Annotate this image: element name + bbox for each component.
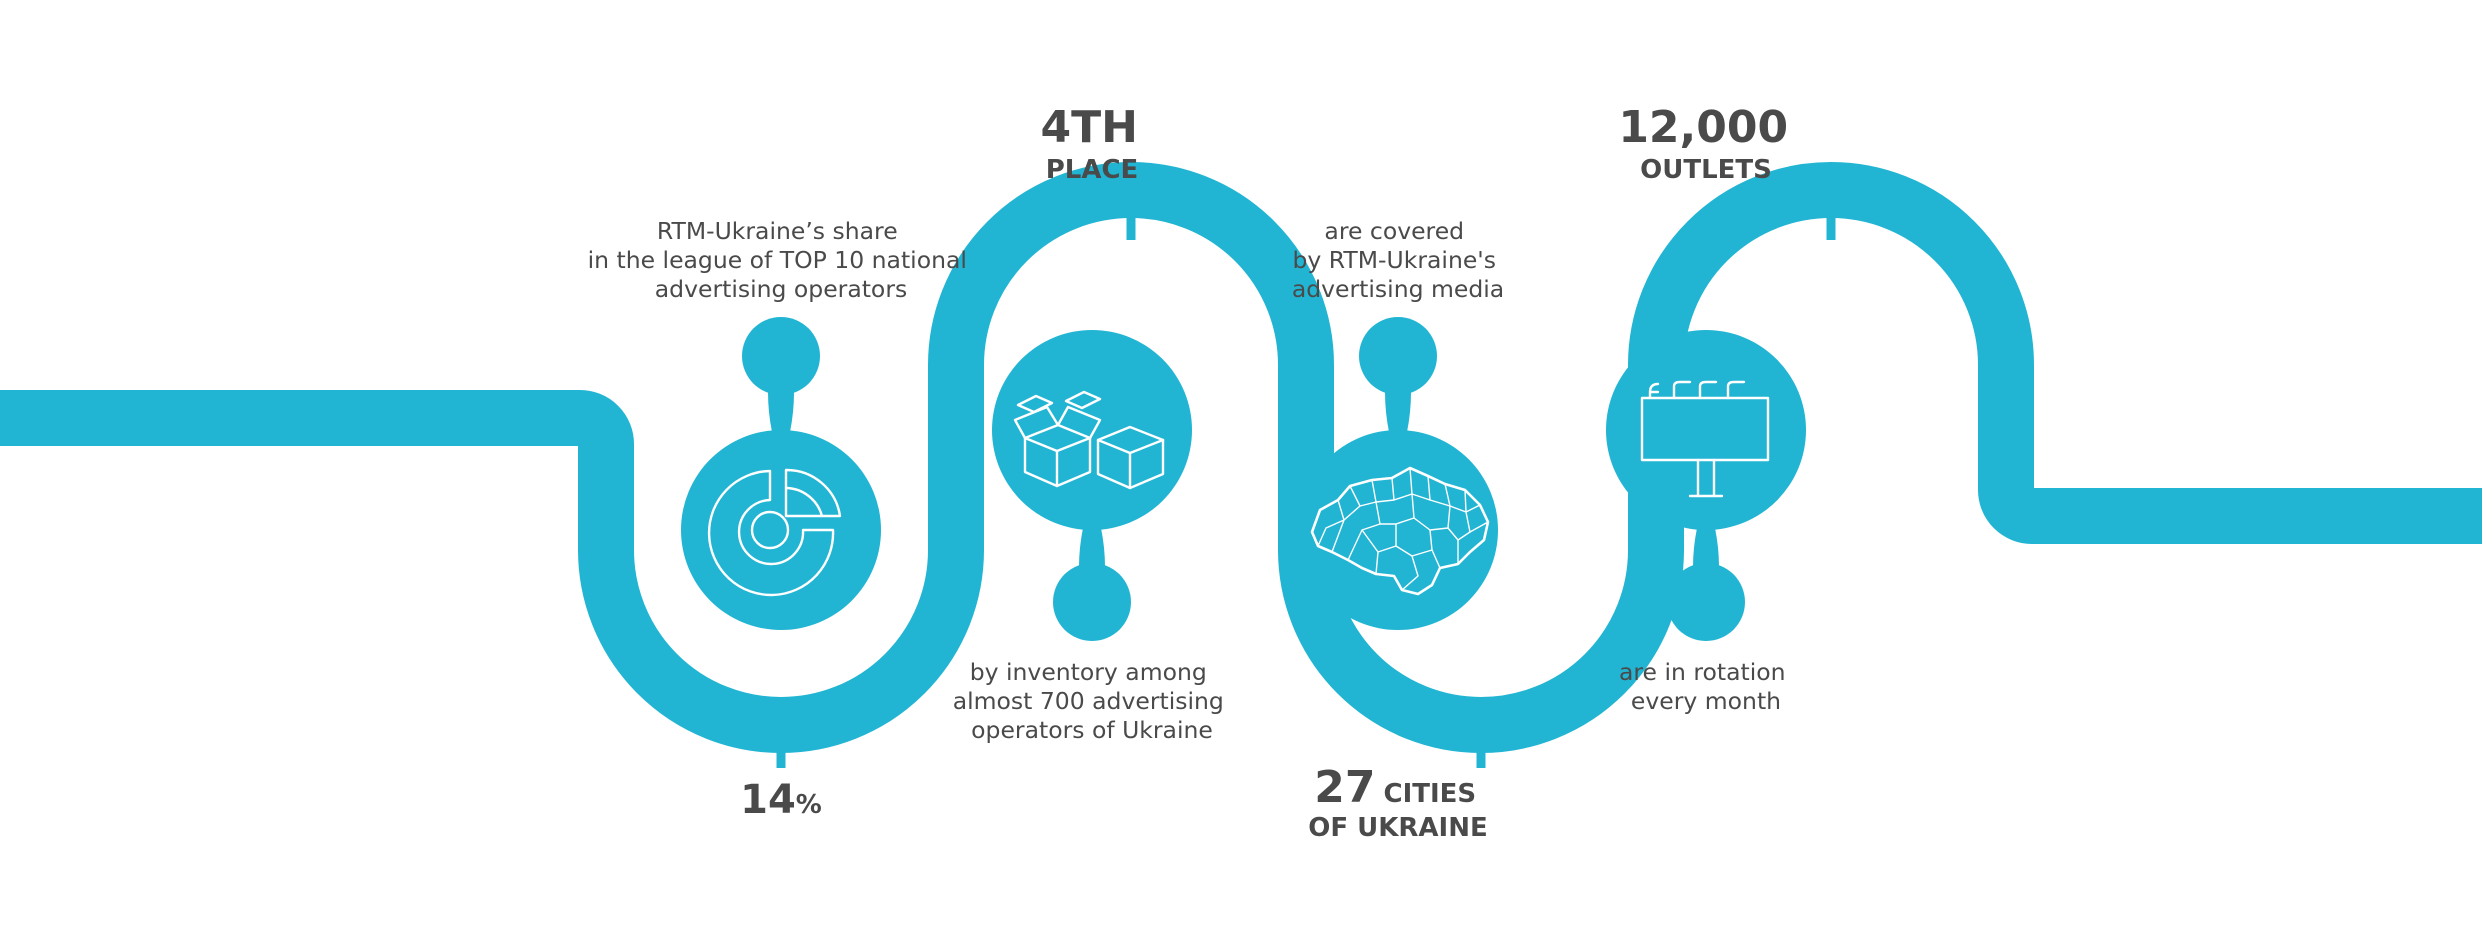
pin-stem-2 (1079, 528, 1105, 567)
boxes-icon (1013, 390, 1165, 490)
pin-stem-3 (1385, 392, 1411, 432)
pin-dot-2 (1053, 563, 1131, 641)
icon-circle-2 (992, 330, 1192, 530)
description-1: RTM-Ukraine’s share in the league of TOP… (588, 217, 975, 303)
pin-dot-1 (742, 317, 820, 395)
pin-stem-4 (1693, 528, 1719, 567)
description-2: by inventory among almost 700 advertisin… (953, 658, 1232, 744)
stat-3: 27 CITIES OF UKRAINE (1308, 762, 1488, 843)
stat-1: 14% (740, 777, 822, 823)
milestone-1 (681, 317, 881, 630)
icon-circle-3 (1298, 430, 1498, 630)
pie-chart-icon (707, 468, 842, 597)
stat-4: 12,000 OUTLETS (1618, 102, 1793, 185)
billboard-icon (1640, 380, 1770, 498)
pin-dot-4 (1667, 563, 1745, 641)
timeline-path (0, 162, 2482, 753)
icon-circle-1 (681, 430, 881, 630)
description-3: are covered by RTM-Ukraine's advertising… (1292, 217, 1504, 303)
ukraine-map-icon (1310, 466, 1490, 596)
milestone-3 (1298, 317, 1498, 630)
pin-dot-3 (1359, 317, 1437, 395)
icon-circle-4 (1606, 330, 1806, 530)
milestone-4 (1606, 330, 1806, 641)
stat-2: 4TH PLACE (1040, 102, 1143, 185)
milestone-2 (992, 330, 1192, 641)
pin-stem-1 (768, 392, 794, 432)
description-4: are in rotation every month (1619, 658, 1793, 715)
